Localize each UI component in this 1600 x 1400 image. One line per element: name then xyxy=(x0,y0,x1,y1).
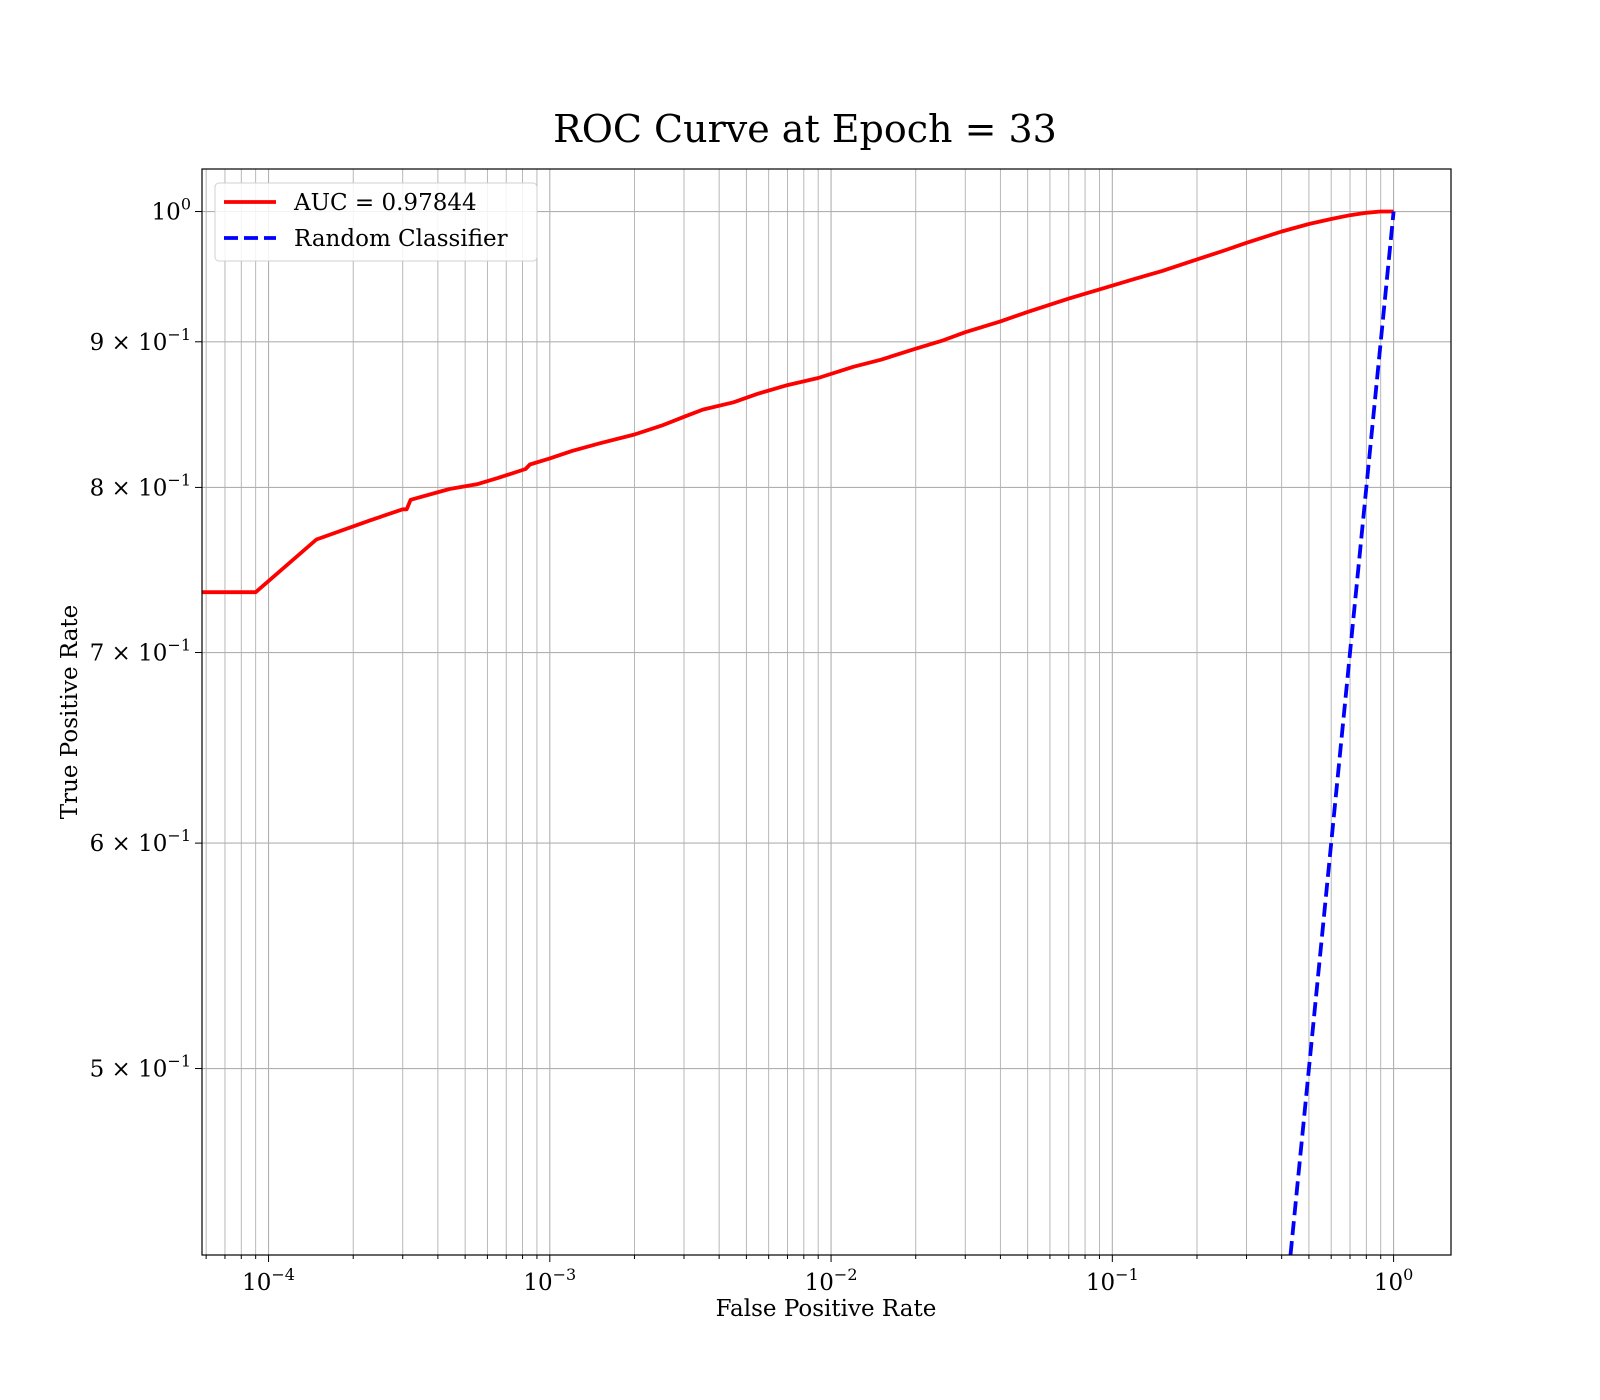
random-classifier-line xyxy=(1288,211,1396,1255)
y-tick-label-base: 6 × 10 xyxy=(90,831,168,857)
y-tick-label-exponent: −1 xyxy=(167,826,191,845)
x-tick-label-exponent: −4 xyxy=(271,1265,295,1284)
major-grid xyxy=(202,169,1451,1255)
y-tick-label-base: 8 × 10 xyxy=(90,475,168,501)
y-axis-label: True Positive Rate xyxy=(57,605,83,820)
y-tick-label-base: 9 × 10 xyxy=(90,330,168,356)
x-axis-label: False Positive Rate xyxy=(716,1296,937,1322)
chart-title: ROC Curve at Epoch = 33 xyxy=(553,107,1057,151)
y-tick-label-exponent: −1 xyxy=(167,470,191,489)
x-tick-label-base: 10 xyxy=(1086,1270,1115,1296)
x-tick-label-exponent: −1 xyxy=(1115,1265,1139,1284)
y-tick-label-exponent: −1 xyxy=(167,1052,191,1071)
y-tick-label-base: 7 × 10 xyxy=(90,641,168,667)
x-tick-label-base: 10 xyxy=(1374,1270,1403,1296)
x-tick-label-base: 10 xyxy=(805,1270,834,1296)
y-tick-label: 8 × 10−1 xyxy=(90,470,191,501)
y-tick-label: 5 × 10−1 xyxy=(90,1052,191,1083)
x-tick-label: 10−2 xyxy=(805,1265,858,1296)
x-tick-label-exponent: −2 xyxy=(834,1265,858,1284)
y-tick-label-base: 5 × 10 xyxy=(90,1057,168,1083)
y-tick-label-exponent: −1 xyxy=(167,325,191,344)
x-tick-label: 10−4 xyxy=(242,1265,295,1296)
x-tick-label: 100 xyxy=(1374,1265,1413,1296)
y-tick-label: 7 × 10−1 xyxy=(90,636,191,667)
x-tick-label-base: 10 xyxy=(242,1270,271,1296)
y-tick-label-exponent: −1 xyxy=(167,636,191,655)
minor-grid xyxy=(205,169,1382,1255)
legend-label-auc: AUC = 0.97844 xyxy=(293,190,477,216)
y-tick-label: 9 × 10−1 xyxy=(90,325,191,356)
y-tick-label-exponent: 0 xyxy=(181,195,191,214)
y-tick-label: 6 × 10−1 xyxy=(90,826,191,857)
x-tick-label-base: 10 xyxy=(523,1270,552,1296)
x-tick-label-exponent: −3 xyxy=(553,1265,577,1284)
x-tick-label: 10−3 xyxy=(523,1265,576,1296)
series-layer xyxy=(202,209,1396,1255)
y-tick-label-base: 10 xyxy=(152,200,181,226)
y-tick-label: 100 xyxy=(152,195,191,226)
x-tick-label: 10−1 xyxy=(1086,1265,1139,1296)
plot-frame xyxy=(201,168,1452,1256)
legend-box xyxy=(214,182,538,262)
legend: AUC = 0.97844 Random Classifier xyxy=(214,182,538,262)
roc-curve-line xyxy=(202,209,1394,595)
x-tick-label-exponent: 0 xyxy=(1403,1265,1413,1284)
legend-label-random: Random Classifier xyxy=(294,226,508,252)
